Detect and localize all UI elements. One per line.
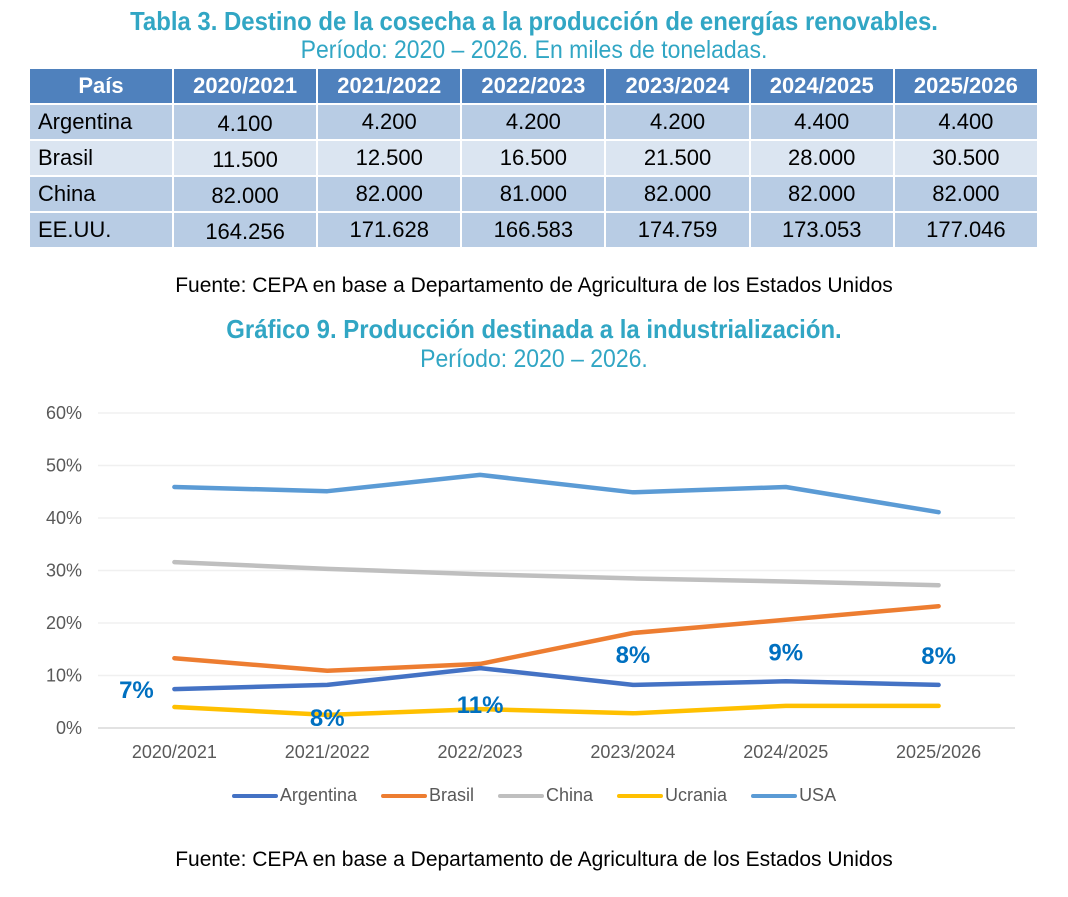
country-cell: China [28, 175, 174, 213]
line-chart: 0%10%20%30%40%50%60% 2020/2021 2021/2022 2… [46, 403, 1015, 762]
value-cell: 4.200 [460, 103, 607, 141]
legend-item-argentina: Argentina [231, 785, 357, 806]
y-tick-label: 0% [56, 718, 82, 738]
table-row: Argentina 4.100 4.200 4.200 4.200 4.400 … [28, 103, 1040, 141]
country-cell: EE.UU. [28, 211, 174, 249]
y-tick-label: 10% [46, 666, 82, 686]
data-label: 8% [310, 705, 345, 732]
data-labels: 7% 8% 11% 8% 9% 8% [119, 639, 956, 732]
x-tick-label: 2022/2023 [438, 742, 523, 762]
series-line-argentina [172, 665, 941, 692]
legend-item-china: China [498, 785, 593, 806]
table-title: Tabla 3. Destino de la cosecha a la prod… [130, 6, 938, 36]
legend-label: Argentina [279, 785, 357, 805]
value-cell: 12.500 [316, 139, 463, 177]
series-lines [172, 472, 941, 718]
table-row: EE.UU. 164.256 171.628 166.583 174.759 1… [28, 211, 1040, 249]
chart-legend: Argentina Brasil China Ucrania USA [0, 785, 1068, 806]
y-axis-ticks: 0% 10% 20% 30% 40% 50% 60% [46, 403, 82, 738]
x-tick-label: 2025/2026 [896, 742, 981, 762]
value-cell: 30.500 [892, 139, 1040, 177]
legend-label: Ucrania [665, 785, 728, 805]
table-source: Fuente: CEPA en base a Departamento de A… [175, 274, 893, 297]
value-cell: 16.500 [460, 139, 607, 177]
chart-source: Fuente: CEPA en base a Departamento de A… [175, 848, 893, 871]
series-line-brasil [172, 603, 941, 674]
legend-swatch [751, 793, 798, 798]
legend-swatch [617, 793, 664, 798]
value-cell: 4.200 [316, 103, 463, 141]
value-cell: 164.256 [171, 211, 319, 249]
value-cell: 171.628 [316, 211, 463, 249]
header-year: 2021/2022 [316, 67, 463, 105]
value-cell: 4.100 [171, 103, 319, 141]
legend-swatch [380, 793, 427, 798]
header-year: 2020/2021 [171, 67, 319, 105]
value-cell: 28.000 [748, 139, 895, 177]
data-label: 9% [768, 639, 803, 666]
y-tick-label: 20% [46, 613, 82, 633]
value-cell: 21.500 [604, 139, 751, 177]
data-label: 8% [616, 642, 651, 669]
x-axis-ticks: 2020/2021 2021/2022 2022/2023 2023/2024 2024… [132, 742, 981, 762]
value-cell: 11.500 [171, 139, 319, 177]
y-tick-label: 60% [46, 403, 82, 423]
legend-item-usa: USA [751, 785, 836, 806]
value-cell: 82.000 [892, 175, 1040, 213]
data-label: 8% [921, 643, 956, 670]
x-tick-label: 2021/2022 [285, 742, 370, 762]
value-cell: 166.583 [460, 211, 607, 249]
table-header-row: País 2020/2021 2021/2022 2022/2023 2023/… [28, 67, 1040, 105]
legend-label: Brasil [428, 785, 474, 805]
header-country: País [28, 67, 174, 105]
value-cell: 82.000 [604, 175, 751, 213]
x-tick-label: 2024/2025 [743, 742, 828, 762]
legend-item-ucrania: Ucrania [617, 785, 727, 806]
legend-item-brasil: Brasil [380, 785, 474, 806]
value-cell: 82.000 [316, 175, 463, 213]
x-tick-label: 2020/2021 [132, 742, 217, 762]
legend-label: China [546, 785, 594, 805]
series-line-ucrania [172, 703, 941, 718]
value-cell: 82.000 [748, 175, 895, 213]
legend-swatch [231, 793, 278, 798]
header-year: 2025/2026 [892, 67, 1040, 105]
header-year: 2022/2023 [460, 67, 607, 105]
value-cell: 173.053 [748, 211, 895, 249]
value-cell: 177.046 [892, 211, 1040, 249]
production-table: País 2020/2021 2021/2022 2022/2023 2023/… [28, 67, 1040, 249]
legend-swatch [498, 793, 544, 798]
x-tick-label: 2023/2024 [590, 742, 675, 762]
gridlines [98, 412, 1015, 729]
country-cell: Argentina [28, 103, 174, 141]
data-label: 7% [119, 677, 154, 704]
data-label: 11% [457, 692, 504, 719]
table-subtitle: Período: 2020 – 2026. En miles de tonela… [300, 36, 768, 64]
series-line-usa [172, 472, 941, 515]
chart-title: Gráfico 9. Producción destinada a la ind… [226, 314, 842, 344]
header-year: 2024/2025 [748, 67, 895, 105]
value-cell: 4.400 [892, 103, 1040, 141]
y-tick-label: 40% [46, 508, 82, 528]
value-cell: 174.759 [604, 211, 751, 249]
value-cell: 4.400 [748, 103, 895, 141]
y-tick-label: 30% [46, 561, 82, 581]
chart-subtitle: Período: 2020 – 2026. [420, 345, 648, 373]
header-year: 2023/2024 [604, 67, 751, 105]
value-cell: 81.000 [460, 175, 607, 213]
series-line-china [172, 559, 941, 588]
value-cell: 4.200 [604, 103, 751, 141]
legend-label: USA [799, 785, 837, 805]
table-row: China 82.000 82.000 81.000 82.000 82.000… [28, 175, 1040, 213]
country-cell: Brasil [28, 139, 174, 177]
table-row: Brasil 11.500 12.500 16.500 21.500 28.00… [28, 139, 1040, 177]
y-tick-label: 50% [46, 456, 82, 476]
value-cell: 82.000 [171, 175, 319, 213]
